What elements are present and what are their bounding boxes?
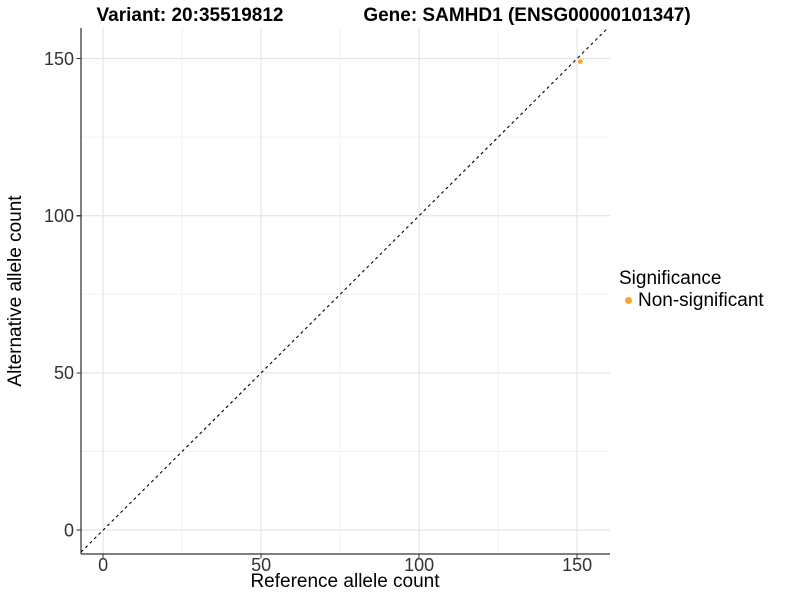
x-tick-label: 50 <box>251 555 271 575</box>
plot-title-variant: Variant: 20:35519812 <box>96 5 284 26</box>
legend: Significance Non-significant <box>619 268 764 311</box>
x-tick-label: 150 <box>562 555 592 575</box>
y-tick-label: 100 <box>44 206 74 226</box>
legend-item-non-significant: Non-significant <box>619 290 764 311</box>
legend-title: Significance <box>619 268 722 289</box>
data-point <box>577 59 583 65</box>
y-axis-title: Alternative allele count <box>5 195 26 387</box>
plot-title-gene: Gene: SAMHD1 (ENSG00000101347) <box>363 5 691 26</box>
identity-line <box>80 27 609 553</box>
x-tick-label: 0 <box>98 555 108 575</box>
legend-point-icon <box>625 297 632 304</box>
y-tick-label: 0 <box>64 520 74 540</box>
x-axis-title: Reference allele count <box>250 571 440 592</box>
y-tick-label: 150 <box>44 49 74 69</box>
y-tick-label: 50 <box>54 363 74 383</box>
legend-item-label: Non-significant <box>638 289 764 311</box>
x-tick-label: 100 <box>404 555 434 575</box>
